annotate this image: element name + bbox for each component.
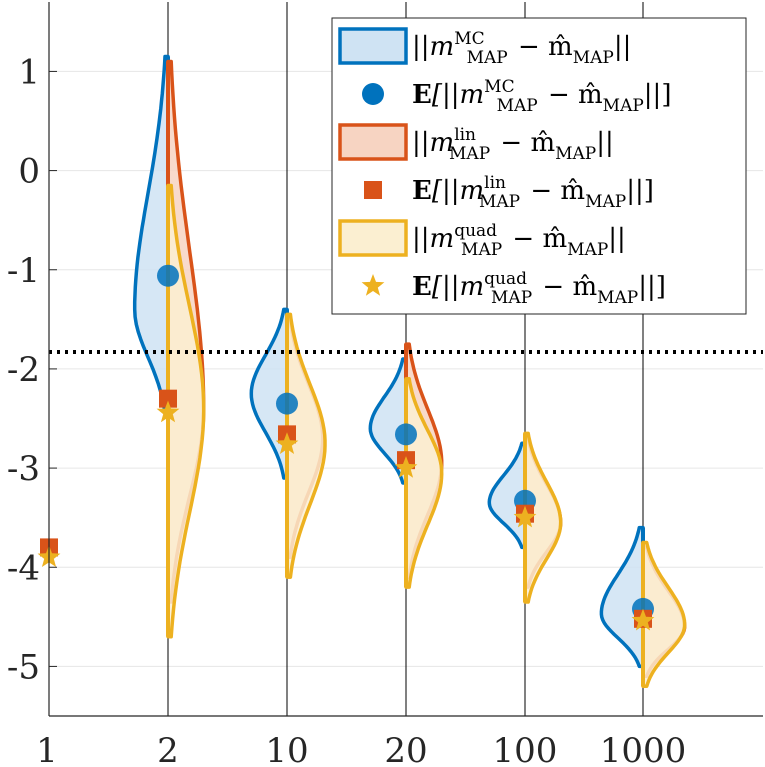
legend-marker: [364, 181, 382, 199]
x-tick-labels: 1 2 10 20 100 1000: [36, 731, 686, 767]
legend-label: E[||mlin MAP − m̂MAP||]: [412, 173, 654, 212]
legend-label: ||mquad MAP − m̂MAP||: [412, 221, 626, 260]
y-tick-label: -2: [7, 350, 40, 390]
mean-marker-lin-2: [159, 389, 177, 408]
y-tick-label: -3: [7, 449, 40, 489]
x-tick-label: 1: [36, 731, 58, 767]
legend-entry-6: E[||mquad MAP − m̂MAP||]: [361, 269, 666, 308]
legend-marker: [362, 83, 384, 105]
legend-label: E[||mMC MAP − m̂MAP||]: [412, 77, 671, 116]
x-tick-label: 100: [493, 731, 558, 767]
x-tick-label: 1000: [600, 731, 687, 767]
mean-marker-quad-20: [394, 456, 418, 478]
violin-MC-2: [132, 54, 170, 416]
mean-marker-MC-20: [395, 423, 417, 446]
x-tick-label: 20: [384, 731, 427, 767]
legend-label: ||mlin MAP − m̂MAP||: [412, 125, 614, 164]
legend-swatch: [338, 123, 408, 161]
y-tick-label: 1: [18, 52, 40, 92]
violin-quad-1000: [641, 540, 687, 689]
legend-swatch: [338, 219, 408, 257]
y-tick-label: -5: [7, 647, 40, 687]
mean-marker-MC-10: [276, 392, 298, 415]
legend-entry-5: ||mquad MAP − m̂MAP||: [338, 219, 626, 260]
legend-marker: [361, 274, 385, 296]
legend-swatch: [338, 27, 408, 65]
violin-quad-10: [285, 312, 327, 579]
legend: ||mMC MAP − m̂MAP|| E[||mMC MAP − m̂MAP||] |…: [331, 17, 747, 315]
x-tick-label: 2: [157, 731, 179, 767]
y-tick-labels: 1 0 -1 -2 -3 -4 -5: [7, 52, 57, 687]
x-tick-label: 10: [265, 731, 308, 767]
violin-MC-1000: [599, 525, 645, 669]
y-tick-label: -4: [7, 548, 40, 588]
mean-marker-MC-2: [157, 264, 179, 287]
mean-marker-quad-2: [156, 400, 180, 423]
mean-marker-quad-1000: [631, 608, 655, 631]
mean-marker-layer: [37, 264, 655, 631]
y-tick-label: -1: [7, 251, 40, 291]
violin-quad-100: [523, 431, 563, 604]
legend-entry-4: E[||mlin MAP − m̂MAP||]: [364, 173, 654, 212]
mean-marker-quad-10: [275, 432, 299, 454]
violin-quad-2: [166, 183, 206, 639]
violin-layer: [132, 54, 687, 689]
legend-label: ||mMC MAP − m̂MAP||: [412, 29, 631, 68]
legend-entry-2: E[||mMC MAP − m̂MAP||]: [362, 77, 671, 116]
legend-entry-1: ||mMC MAP − m̂MAP||: [338, 27, 631, 68]
y-tick-label: 0: [18, 152, 40, 192]
axes-frame: [48, 2, 763, 717]
mean-marker-quad-100: [513, 505, 537, 528]
legend-label: E[||mquad MAP − m̂MAP||]: [412, 269, 666, 308]
legend-box: [331, 17, 747, 315]
legend-entry-3: ||mlin MAP − m̂MAP||: [338, 123, 614, 164]
